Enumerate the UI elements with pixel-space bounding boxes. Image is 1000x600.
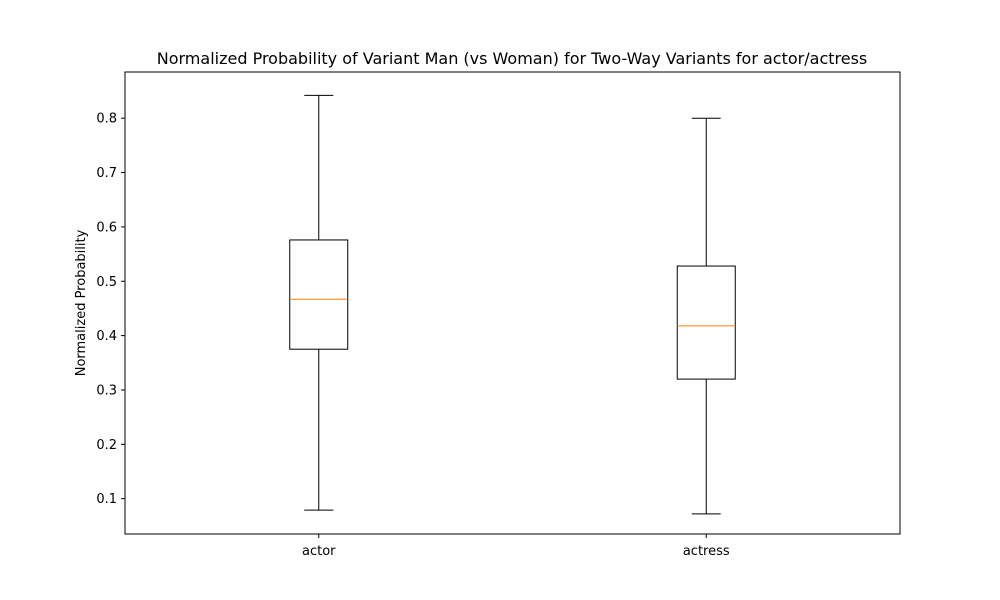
y-tick-label: 0.3 bbox=[96, 383, 117, 398]
x-tick-label: actress bbox=[683, 544, 730, 559]
box-iqr bbox=[676, 265, 736, 380]
chart-marks: 0.1 0.2 0.3 0.4 0.5 0.6 0.7 0.8 actor actress bbox=[96, 94, 736, 559]
box-iqr bbox=[289, 239, 349, 350]
y-tick-label: 0.4 bbox=[96, 329, 117, 344]
x-tick-label: actor bbox=[302, 544, 336, 559]
y-tick-label: 0.5 bbox=[96, 275, 117, 290]
y-axis-label: Normalized Probability bbox=[74, 229, 89, 376]
y-tick-label: 0.2 bbox=[96, 438, 117, 453]
y-tick-label: 0.7 bbox=[96, 166, 117, 181]
y-tick-label: 0.6 bbox=[96, 220, 117, 235]
y-tick-label: 0.1 bbox=[96, 492, 117, 507]
plot-area-frame bbox=[124, 71, 901, 535]
chart-title: Normalized Probability of Variant Man (v… bbox=[157, 49, 868, 68]
y-tick-label: 0.8 bbox=[96, 112, 117, 127]
